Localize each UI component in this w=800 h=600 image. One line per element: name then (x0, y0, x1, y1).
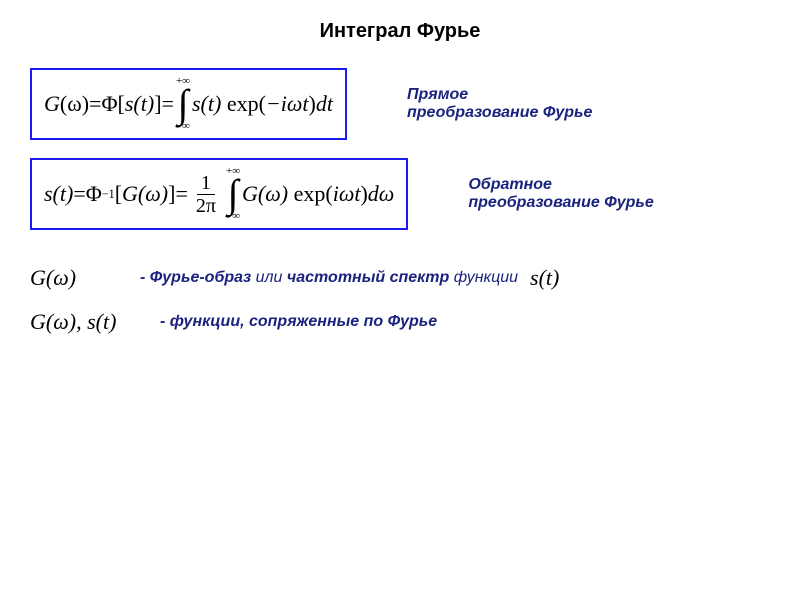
phi-sup: −1 (102, 187, 115, 202)
int-lower: −∞ (226, 211, 240, 222)
frac-num: 1 (197, 173, 215, 195)
def-bold: частотный спектр (287, 269, 449, 286)
forward-formula: G(ω) = Φ[s(t)] = +∞ ∫ −∞ s(t) exp(−iωt)d… (44, 76, 333, 132)
equals: = (89, 91, 101, 117)
def-bold: функции, сопряженные по Фурье (170, 313, 437, 330)
phi-arg: G(ω) (122, 181, 168, 207)
equals: = (73, 181, 85, 207)
equals: = (162, 91, 174, 117)
differential: dω (368, 181, 395, 207)
sym-s: s(t) (44, 181, 73, 207)
bracket: [ (118, 91, 125, 117)
label-line: Обратное (468, 176, 552, 193)
def-sym-G: G(ω) (30, 265, 140, 291)
exp-open: exp( (227, 91, 266, 117)
paren: ) (82, 91, 89, 117)
integrand-G: G(ω) (242, 181, 288, 207)
exp-close: ) (309, 91, 316, 117)
paren: ( (60, 91, 67, 117)
label-line: преобразование Фурье (468, 194, 653, 211)
bracket: ] (154, 91, 161, 117)
bracket: [ (115, 181, 122, 207)
exp-close: ) (360, 181, 367, 207)
integral-sign: +∞ ∫ −∞ (226, 166, 240, 222)
sym-phi: Φ (86, 181, 102, 207)
def-conjugate: G(ω), s(t) - функции, сопряженные по Фур… (30, 309, 770, 335)
sym-omega: ω (67, 91, 81, 117)
def-mid: или (251, 269, 287, 286)
def-text: - Фурье-образ или частотный спектр функц… (140, 269, 518, 287)
def-sym-pair: G(ω), s(t) (30, 309, 160, 335)
forward-formula-box: G(ω) = Φ[s(t)] = +∞ ∫ −∞ s(t) exp(−iωt)d… (30, 68, 347, 140)
label-line: Прямое (407, 86, 468, 103)
sym-G: G (44, 91, 60, 117)
integral-icon: ∫ (177, 87, 188, 121)
def-bold: Фурье-образ (150, 269, 251, 286)
inverse-formula: s(t) = Φ−1[G(ω)] = 1 2π +∞ ∫ −∞ G(ω) exp… (44, 166, 394, 222)
differential: dt (316, 91, 333, 117)
inverse-formula-box: s(t) = Φ−1[G(ω)] = 1 2π +∞ ∫ −∞ G(ω) exp… (30, 158, 408, 230)
fraction: 1 2π (192, 173, 220, 216)
page-title: Интеграл Фурье (30, 20, 770, 43)
integral-sign: +∞ ∫ −∞ (176, 76, 190, 132)
sym-phi: Φ (101, 91, 117, 117)
forward-transform-row: G(ω) = Φ[s(t)] = +∞ ∫ −∞ s(t) exp(−iωt)d… (30, 68, 770, 140)
exp-arg: −iωt (266, 91, 309, 117)
def-suffix: функции (449, 269, 518, 286)
inverse-transform-row: s(t) = Φ−1[G(ω)] = 1 2π +∞ ∫ −∞ G(ω) exp… (30, 158, 770, 230)
integrand-s: s(t) (192, 91, 221, 117)
def-prefix: - (160, 313, 170, 330)
integral-icon: ∫ (228, 177, 239, 211)
def-fourier-image: G(ω) - Фурье-образ или частотный спектр … (30, 265, 770, 291)
exp-arg: iωt (333, 181, 361, 207)
def-trail-sym: s(t) (530, 265, 559, 291)
forward-label: Прямое преобразование Фурье (407, 86, 592, 122)
exp-open: exp( (294, 181, 333, 207)
phi-arg: s(t) (125, 91, 154, 117)
label-line: преобразование Фурье (407, 104, 592, 121)
equals: = (175, 181, 187, 207)
def-text: - функции, сопряженные по Фурье (160, 313, 437, 331)
def-prefix: - (140, 269, 150, 286)
frac-den: 2π (192, 195, 220, 216)
definitions: G(ω) - Фурье-образ или частотный спектр … (30, 265, 770, 335)
bracket: ] (168, 181, 175, 207)
int-lower: −∞ (176, 121, 190, 132)
inverse-label: Обратное преобразование Фурье (468, 176, 653, 212)
